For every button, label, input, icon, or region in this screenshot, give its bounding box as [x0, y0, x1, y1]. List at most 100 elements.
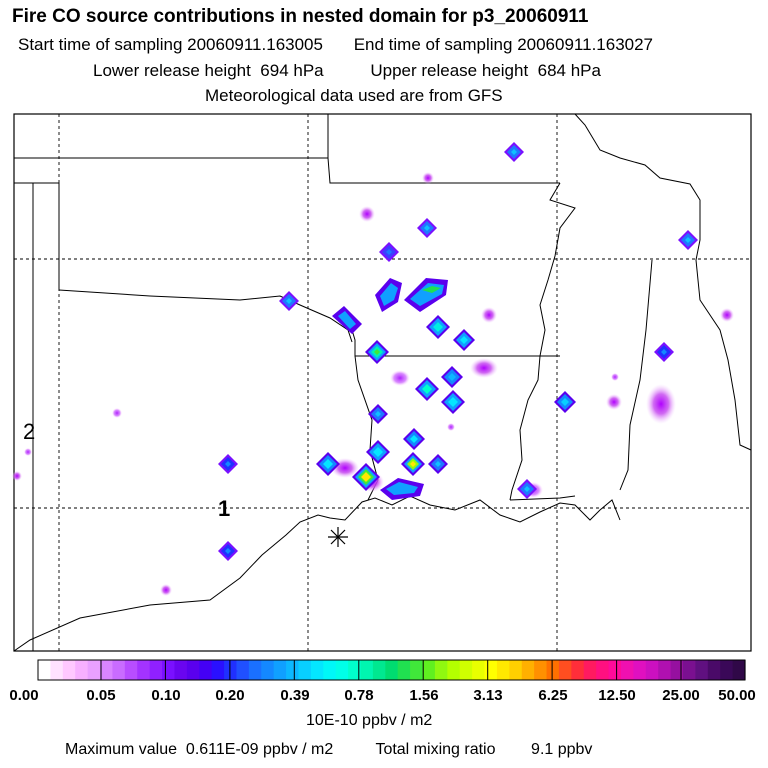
source-blob	[380, 283, 398, 306]
release-height-line: Lower release height 694 hPa Upper relea…	[93, 61, 601, 81]
source-diamond	[415, 377, 439, 401]
colorbar-swatch	[620, 660, 634, 680]
colorbar-swatch	[459, 660, 473, 680]
colorbar-swatch	[286, 660, 300, 680]
colorbar-swatch	[62, 660, 76, 680]
source-blob	[386, 482, 418, 495]
lat-lon-grid	[14, 114, 751, 651]
state-borders	[14, 113, 752, 651]
trajectory-label-1: 1	[218, 496, 230, 521]
source-diamond	[453, 329, 475, 351]
source-diamond	[517, 479, 537, 499]
source-diamond	[218, 454, 238, 474]
end-time-value: 20060911.163027	[517, 35, 654, 54]
colorbar-swatch	[137, 660, 151, 680]
colorbar-swatch	[670, 660, 684, 680]
colorbar-swatch	[484, 660, 498, 680]
source-diamond	[678, 230, 698, 250]
faint-source-spot	[112, 408, 122, 418]
colorbar-units: 10E-10 ppbv / m2	[306, 712, 433, 729]
colorbar-swatch	[608, 660, 622, 680]
colorbar-swatch	[558, 660, 572, 680]
source-diamond	[441, 366, 463, 388]
faint-source-spot	[422, 172, 434, 184]
colorbar-swatch	[534, 660, 548, 680]
colorbar-swatch	[248, 660, 262, 680]
source-hotspot	[352, 463, 380, 491]
source-diamond	[426, 315, 450, 339]
colorbar-label-2: 0.10	[151, 687, 181, 704]
lower-release-label: Lower release height	[93, 61, 251, 80]
source-blob	[422, 286, 441, 293]
faint-source-spot	[160, 584, 172, 596]
colorbar-swatch	[695, 660, 709, 680]
source-diamond	[403, 428, 425, 450]
colorbar-swatch	[422, 660, 436, 680]
colorbar-swatch	[472, 660, 486, 680]
colorbar-swatch	[682, 660, 696, 680]
source-diamond	[654, 342, 674, 362]
total-mixing-value: 9.1 ppbv	[531, 741, 593, 758]
colorbar-label-10: 25.00	[662, 687, 700, 704]
upper-release-label: Upper release height	[370, 61, 529, 80]
colorbar-label-9: 12.50	[598, 687, 636, 704]
colorbar-swatch	[720, 660, 734, 680]
colorbar-swatch	[323, 660, 337, 680]
colorbar-swatch	[447, 660, 461, 680]
source-diamond	[554, 391, 576, 413]
colorbar-swatch	[410, 660, 424, 680]
sampling-time-line: Start time of sampling 20060911.163005 E…	[18, 35, 653, 55]
source-diamond	[428, 454, 448, 474]
colorbar-swatch	[186, 660, 200, 680]
colorbar-swatch	[509, 660, 523, 680]
source-diamond	[417, 218, 437, 238]
colorbar-swatch	[75, 660, 89, 680]
source-diamond	[316, 452, 340, 476]
trajectory-label-2: 2	[23, 419, 35, 444]
colorbar-label-8: 6.25	[538, 687, 568, 704]
faint-source-spot	[481, 307, 497, 323]
colorbar-swatch	[298, 660, 312, 680]
colorbar-label-5: 0.78	[344, 687, 374, 704]
faint-source-spot	[359, 206, 375, 222]
source-diamond	[218, 541, 238, 561]
colorbar-swatch	[335, 660, 349, 680]
faint-source-spot	[447, 423, 455, 431]
color-scale-bar	[37, 659, 746, 681]
colorbar-swatch	[211, 660, 225, 680]
met-data-note: Meteorological data used are from GFS	[205, 86, 503, 105]
colorbar-swatch	[87, 660, 101, 680]
source-diamond	[365, 340, 389, 364]
map-frame	[13, 113, 752, 652]
colorbar-swatch	[360, 660, 374, 680]
colorbar-swatch	[372, 660, 386, 680]
colorbar-swatch	[112, 660, 126, 680]
colorbar-swatch	[162, 660, 176, 680]
colorbar-label-11: 50.00	[718, 687, 756, 704]
faint-source-spot	[12, 471, 22, 481]
colorbar-swatch	[38, 660, 51, 680]
colorbar-frame	[37, 659, 746, 681]
colorbar-swatch	[496, 660, 510, 680]
max-value-label: Maximum value	[65, 741, 178, 758]
colorbar-swatch	[583, 660, 597, 680]
colorbar-label-6: 1.56	[409, 687, 439, 704]
colorbar-label-4: 0.39	[280, 687, 310, 704]
source-contribution-field	[12, 142, 734, 596]
source-diamond	[441, 390, 465, 414]
faint-source-spot	[606, 394, 622, 410]
source-diamond	[368, 404, 388, 424]
colorbar-swatch	[261, 660, 275, 680]
colorbar-swatch	[645, 660, 659, 680]
colorbar-swatch	[348, 660, 362, 680]
colorbar-label-0: 0.00	[9, 687, 39, 704]
max-value: 0.611E-09 ppbv / m2	[185, 741, 334, 758]
source-diamond	[366, 440, 390, 464]
upper-release-value: 684 hPa	[537, 61, 601, 80]
colorbar-swatch	[546, 660, 560, 680]
faint-source-plume	[646, 384, 676, 424]
color-scale-ticks	[100, 660, 682, 680]
colorbar-swatch	[397, 660, 411, 680]
colorbar-swatch	[199, 660, 213, 680]
colorbar-swatch	[434, 660, 448, 680]
